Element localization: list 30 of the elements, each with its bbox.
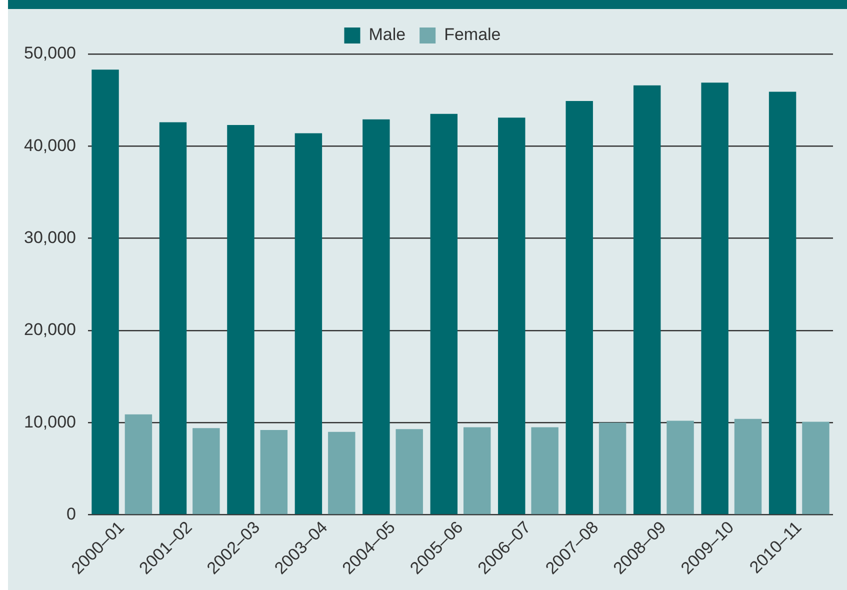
bar [192,428,220,514]
bar [159,122,187,514]
bar [598,422,626,514]
bar [92,70,119,514]
y-tick-label: 50,000 [24,44,76,63]
bar [396,429,423,514]
bar [430,114,458,514]
bar [566,101,593,514]
bar [260,430,288,514]
y-tick-label: 0 [66,504,76,524]
bar [498,118,526,514]
bar [734,418,762,514]
y-tick-label: 40,000 [24,136,76,155]
y-tick-label: 30,000 [24,228,76,247]
legend-label: Female [444,25,501,44]
bar [802,422,830,514]
y-tick-label: 20,000 [24,320,76,340]
bar [124,414,152,514]
bar [666,420,694,514]
bar [362,119,390,514]
bar [463,427,491,514]
y-tick-label: 10,000 [24,412,76,432]
bar [633,85,661,514]
bar [294,133,322,514]
bar [768,92,796,514]
bar [531,427,558,514]
legend-label: Male [368,25,406,44]
bar [701,82,728,514]
bar [328,432,356,514]
bar [227,124,254,514]
